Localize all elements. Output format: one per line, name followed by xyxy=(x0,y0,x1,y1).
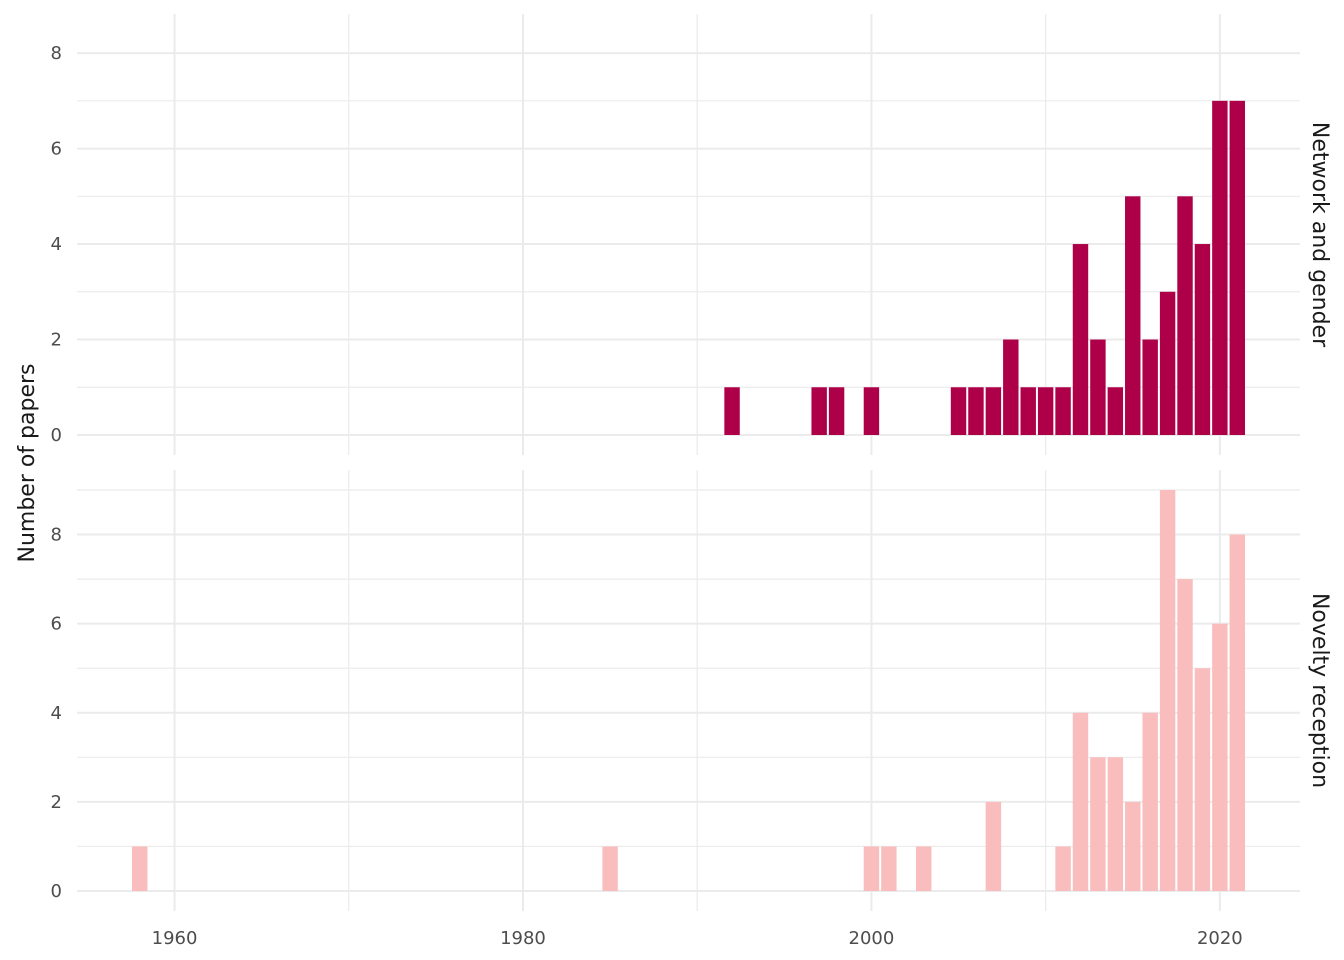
facet-strip-label: Network and gender xyxy=(1307,122,1332,348)
x-tick-label: 1980 xyxy=(500,928,546,949)
bar xyxy=(950,387,967,435)
bar xyxy=(724,387,740,435)
y-tick-label: 8 xyxy=(51,43,62,64)
bar xyxy=(1072,712,1089,891)
facet-panels: 0 2 4 6 8 Network and gender 0 2 4 6 8 Novelty rece… xyxy=(51,14,1332,911)
bar xyxy=(968,387,984,435)
x-tick-label: 1960 xyxy=(152,928,198,949)
bar xyxy=(811,387,827,435)
bar xyxy=(985,387,1002,435)
y-tick-label: 4 xyxy=(51,703,62,724)
bar xyxy=(915,846,932,891)
x-axis: 1960 1980 2000 2020 xyxy=(152,928,1243,949)
bar xyxy=(1090,339,1106,435)
bar xyxy=(602,846,618,891)
bar xyxy=(1194,244,1211,435)
bar xyxy=(132,846,148,891)
x-tick-label: 2000 xyxy=(849,928,895,949)
bar xyxy=(1212,100,1228,435)
bar xyxy=(828,387,845,435)
bar xyxy=(881,846,897,891)
bar xyxy=(1125,801,1141,891)
y-tick-label: 0 xyxy=(51,425,62,446)
bar xyxy=(1003,339,1019,435)
y-tick-label: 6 xyxy=(51,614,62,635)
bar xyxy=(1055,387,1071,435)
bar xyxy=(1194,668,1211,891)
facet-strip-label: Novelty reception xyxy=(1307,593,1332,788)
bar xyxy=(1090,757,1106,891)
facet-panel: 0 2 4 6 8 Network and gender xyxy=(51,14,1332,455)
bar xyxy=(1229,534,1245,891)
bar xyxy=(1142,712,1158,891)
bar xyxy=(1020,387,1036,435)
bar xyxy=(1055,846,1071,891)
y-tick-label: 8 xyxy=(51,525,62,546)
bar xyxy=(1177,579,1193,891)
bar xyxy=(1125,196,1141,435)
bar xyxy=(1107,757,1124,891)
bar xyxy=(1107,387,1124,435)
facet-panel: 0 2 4 6 8 Novelty reception xyxy=(51,470,1332,911)
bar xyxy=(1159,490,1176,891)
x-tick-label: 2020 xyxy=(1197,928,1243,949)
y-axis-title: Number of papers xyxy=(15,363,40,562)
y-tick-label: 2 xyxy=(51,330,62,351)
bar xyxy=(863,387,880,435)
bar xyxy=(1229,100,1245,435)
bar xyxy=(1142,339,1158,435)
bar xyxy=(985,801,1002,891)
bar xyxy=(863,846,880,891)
y-tick-label: 4 xyxy=(51,234,62,255)
bar xyxy=(1177,196,1193,435)
bar xyxy=(1037,387,1054,435)
y-tick-label: 2 xyxy=(51,792,62,813)
bar xyxy=(1159,291,1176,435)
bar xyxy=(1212,623,1228,891)
bar xyxy=(1072,244,1089,435)
y-tick-label: 6 xyxy=(51,139,62,160)
y-tick-label: 0 xyxy=(51,881,62,902)
